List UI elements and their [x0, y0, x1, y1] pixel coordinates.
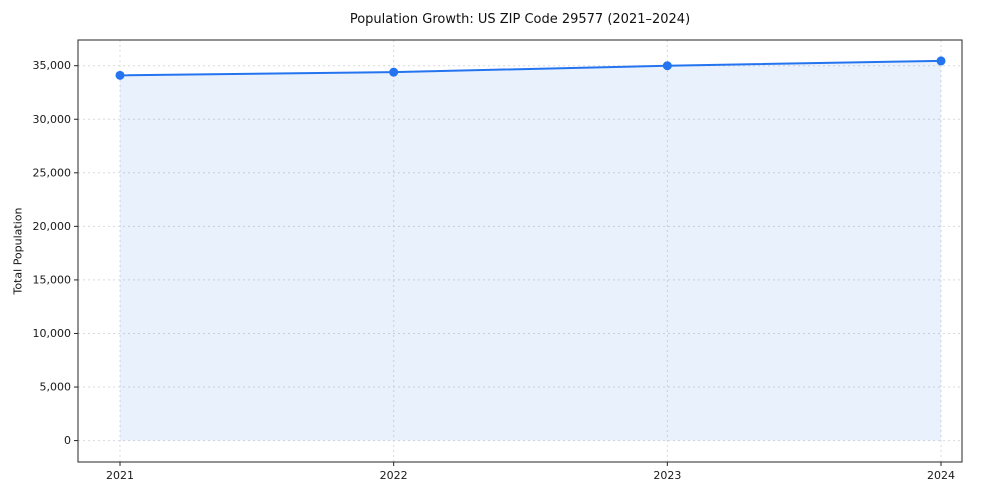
svg-text:35,000: 35,000 [33, 59, 72, 72]
svg-text:2023: 2023 [653, 469, 681, 482]
svg-text:25,000: 25,000 [33, 166, 72, 179]
svg-text:0: 0 [64, 434, 71, 447]
svg-text:20,000: 20,000 [33, 220, 72, 233]
svg-text:2022: 2022 [380, 469, 408, 482]
svg-text:5,000: 5,000 [40, 381, 72, 394]
svg-text:2021: 2021 [106, 469, 134, 482]
svg-text:2024: 2024 [927, 469, 955, 482]
svg-text:15,000: 15,000 [33, 273, 72, 286]
svg-text:30,000: 30,000 [33, 113, 72, 126]
svg-text:10,000: 10,000 [33, 327, 72, 340]
chart-title: Population Growth: US ZIP Code 29577 (20… [349, 12, 691, 27]
